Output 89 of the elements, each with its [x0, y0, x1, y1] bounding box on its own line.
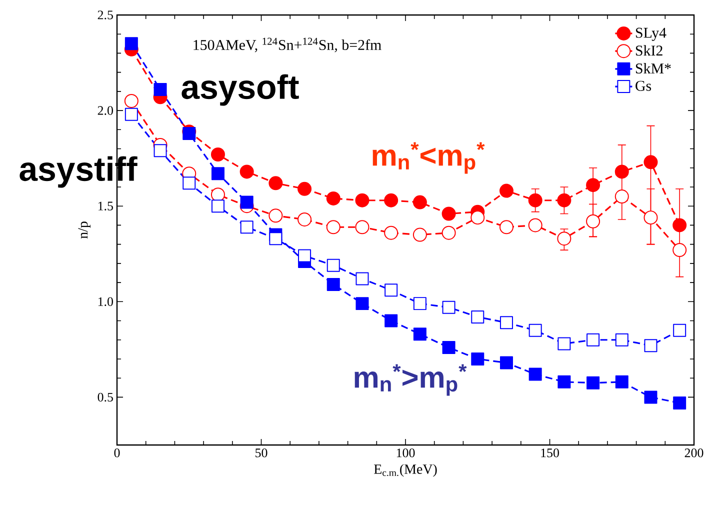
y-tick-label: 0.5	[98, 392, 113, 402]
point	[298, 249, 312, 262]
point	[528, 324, 542, 337]
point	[413, 328, 426, 341]
point	[586, 333, 600, 346]
annotation: asysoft	[182, 74, 299, 106]
point	[384, 284, 398, 297]
legend-label: SkI2	[636, 45, 662, 56]
point	[412, 228, 427, 242]
point	[298, 182, 312, 196]
point	[586, 178, 600, 192]
point	[557, 232, 572, 246]
point	[356, 272, 369, 286]
point	[644, 210, 658, 225]
point	[442, 226, 456, 240]
point	[384, 193, 398, 208]
point	[326, 191, 340, 206]
point	[211, 167, 224, 180]
point	[442, 341, 456, 354]
point	[557, 193, 572, 208]
point	[644, 390, 658, 404]
point	[644, 339, 658, 352]
y-tick-label: 2.0	[98, 106, 113, 115]
point	[471, 310, 484, 324]
x-tick-label: 150	[541, 448, 559, 458]
point	[615, 375, 628, 388]
x-tick-label: 100	[396, 448, 415, 458]
annotation: 150AMeV, $^{124}$Sn+$^{124}$Sn, b=2fm	[194, 38, 382, 52]
point	[442, 300, 456, 314]
point	[673, 324, 686, 337]
legend-label: SkM*	[636, 63, 671, 74]
point	[586, 214, 600, 228]
point	[528, 368, 542, 381]
point	[499, 184, 514, 198]
point	[268, 176, 283, 190]
point	[210, 147, 225, 162]
annotation: m$_{n}$$^{*}$<m$_{p}$*	[372, 142, 485, 174]
point	[586, 376, 600, 390]
x-tick-label: 0	[114, 448, 120, 458]
point	[154, 144, 167, 158]
point	[672, 243, 687, 258]
point	[124, 94, 138, 108]
legend-label: Gs	[636, 80, 652, 91]
point	[355, 220, 370, 234]
point	[500, 316, 513, 330]
point	[672, 218, 687, 232]
point	[211, 200, 224, 213]
point	[268, 208, 283, 223]
point	[384, 226, 398, 240]
point	[154, 83, 167, 96]
point	[326, 278, 340, 291]
point	[124, 108, 138, 121]
point	[614, 164, 629, 179]
point	[298, 212, 312, 226]
point	[412, 195, 427, 210]
y-tick-label: 1.0	[98, 297, 113, 306]
point	[470, 210, 485, 225]
point	[500, 356, 513, 370]
legend-label: SLy4	[636, 28, 666, 41]
point	[356, 297, 369, 310]
point	[355, 193, 370, 208]
point	[673, 396, 686, 410]
point	[499, 220, 514, 234]
point	[240, 164, 254, 179]
point	[528, 193, 542, 208]
point	[644, 155, 658, 170]
y-tick-label: 2.5	[98, 10, 113, 20]
point	[471, 352, 484, 366]
point	[528, 218, 542, 232]
point	[614, 190, 629, 204]
point	[326, 258, 340, 272]
point	[326, 220, 340, 234]
annotation: m$_{n}$$^{*}$>m$_{p}$*	[354, 364, 467, 396]
point	[442, 206, 456, 221]
point	[384, 314, 398, 328]
point	[558, 337, 571, 350]
point	[240, 220, 254, 234]
point	[240, 196, 254, 209]
x-tick-label: 200	[684, 448, 704, 458]
point	[558, 375, 571, 388]
x-axis-title: E$_{c.m.}$(MeV)	[374, 464, 437, 477]
x-tick-label: 50	[256, 448, 268, 458]
point	[124, 37, 138, 50]
point	[182, 176, 196, 190]
y-axis-title: n/p	[78, 222, 90, 239]
point	[615, 333, 628, 346]
y-tick-label: 1.5	[98, 202, 113, 210]
point	[269, 232, 282, 246]
point	[210, 188, 225, 202]
